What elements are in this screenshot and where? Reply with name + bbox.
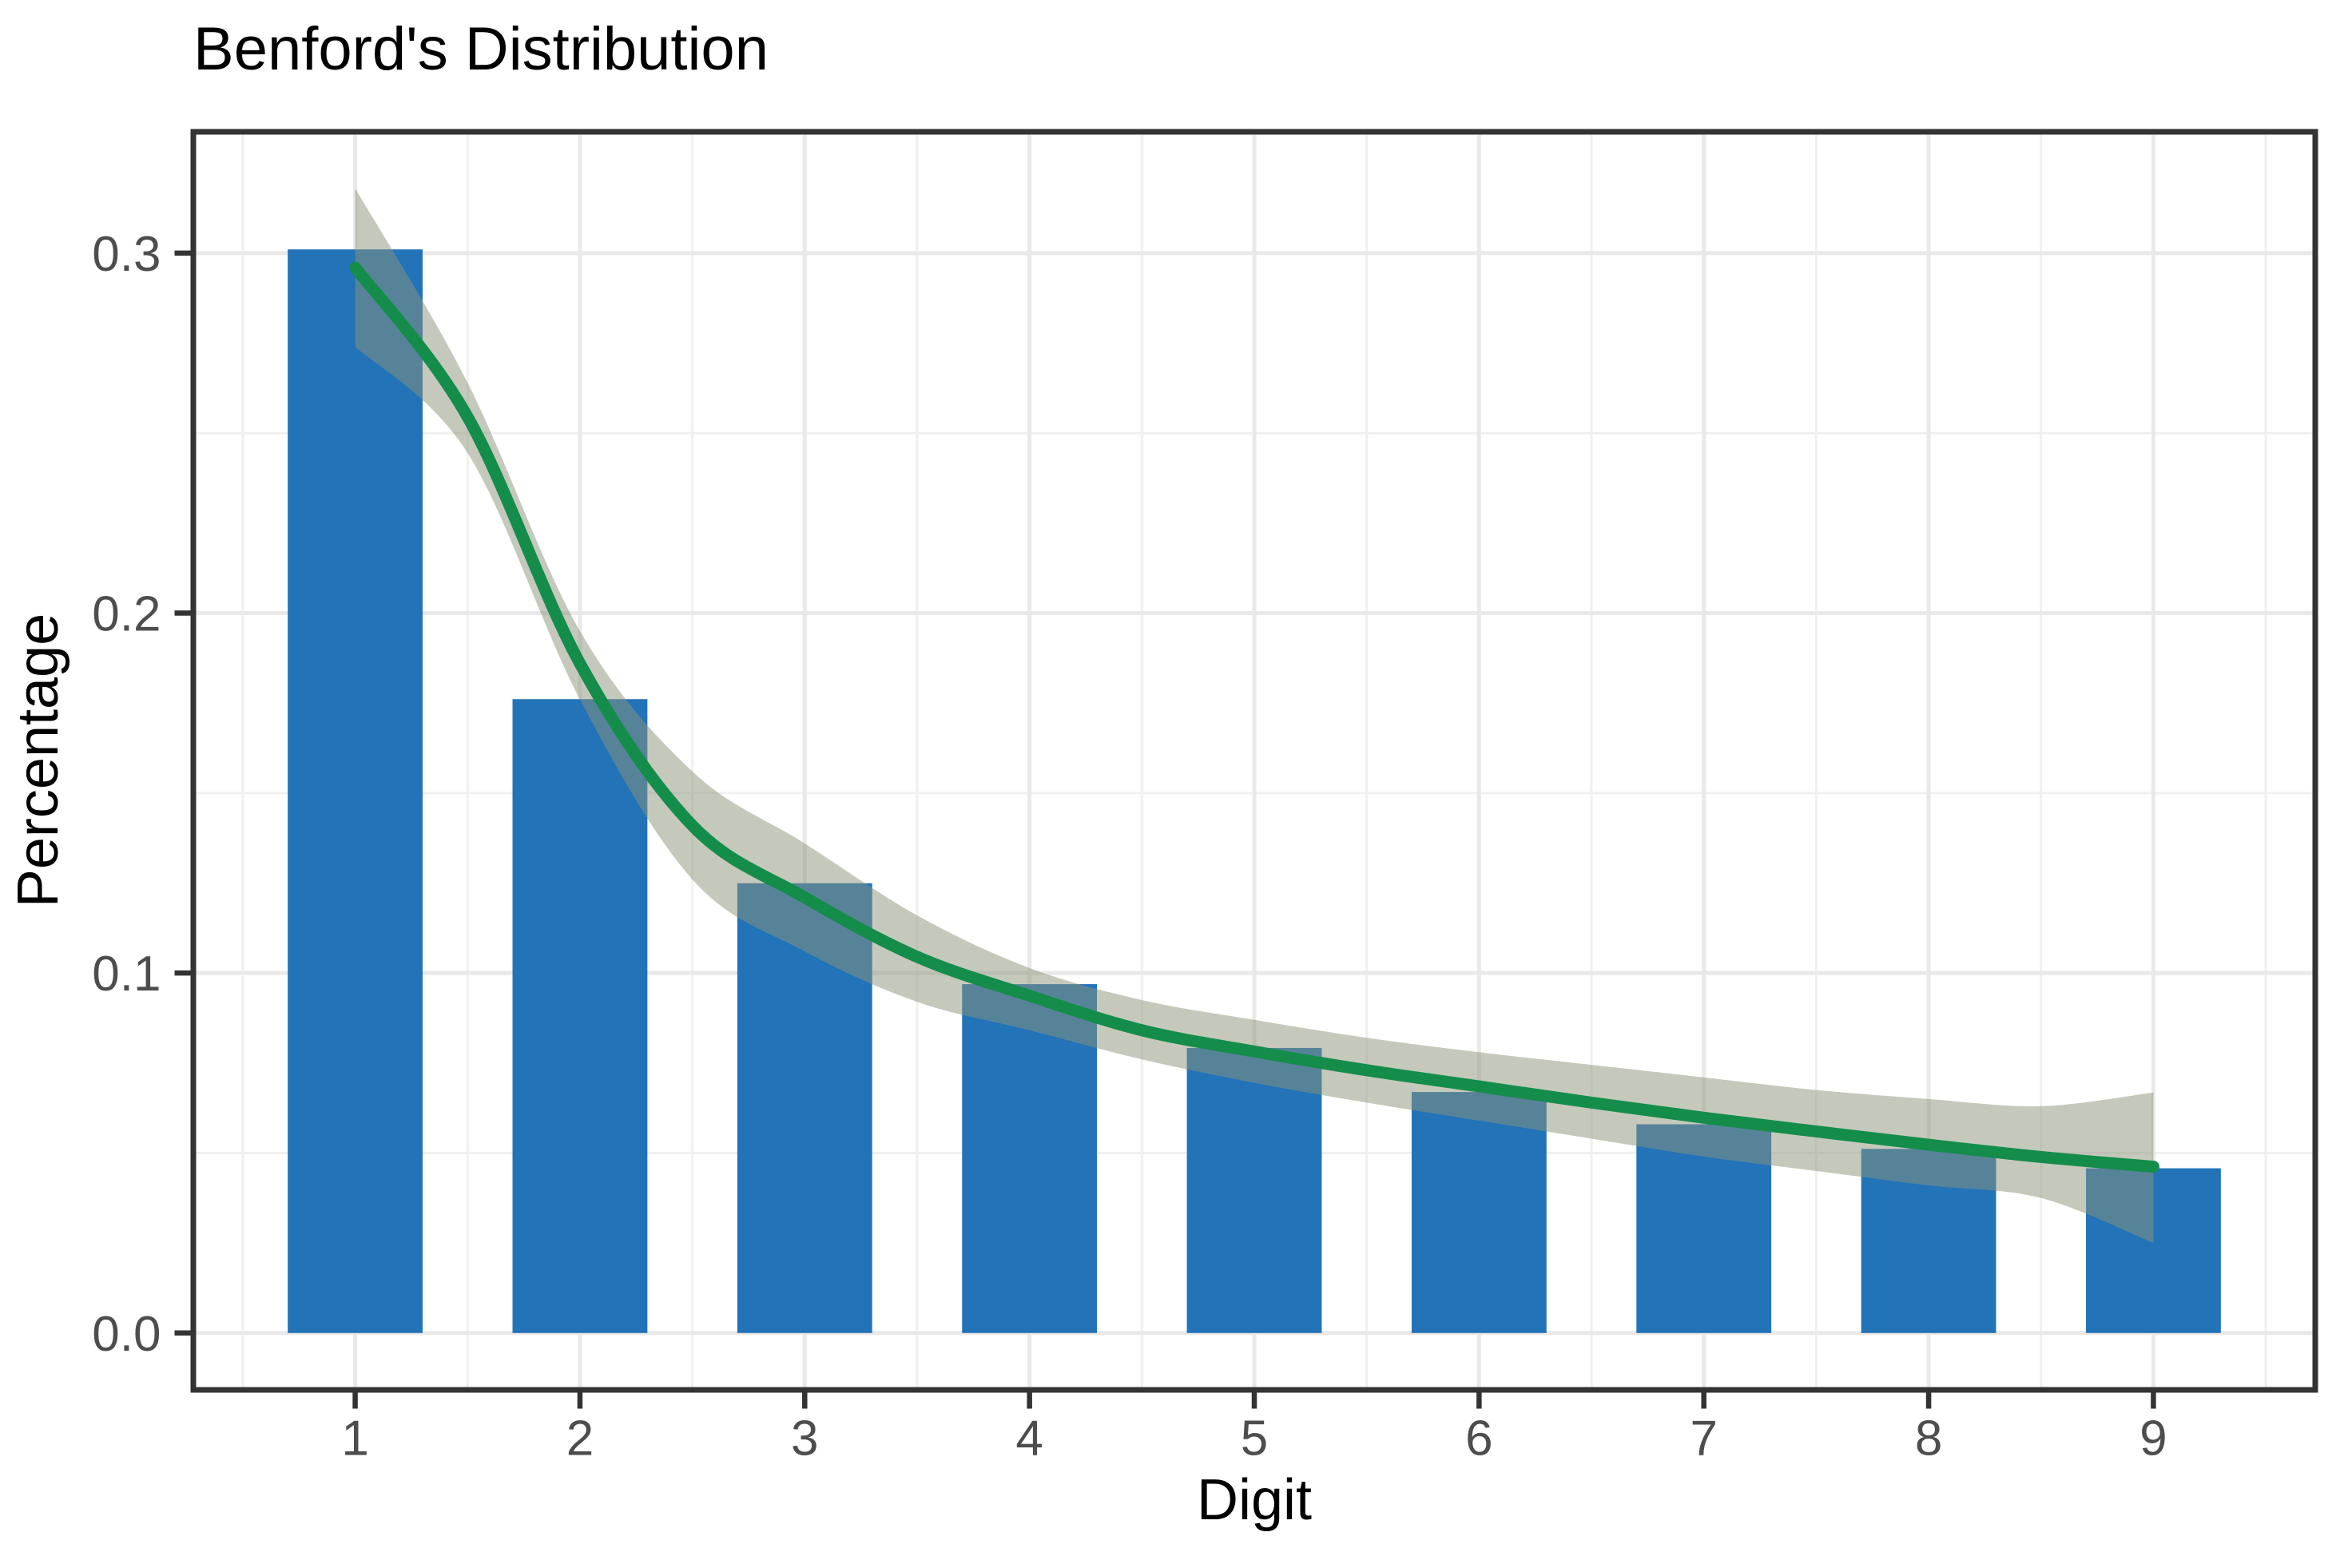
x-tick-label-3: 3 [791,1411,818,1467]
bar-digit-1 [288,249,423,1333]
x-axis-title: Digit [1196,1468,1313,1532]
bar-digit-4 [962,984,1098,1333]
bar-digit-5 [1186,1047,1322,1333]
chart-title: Benford's Distribution [193,15,769,83]
axis-tick-labels: 1 2 3 4 5 6 7 8 9 0.0 0.1 0.2 0.3 [92,227,2167,1467]
x-tick-label-5: 5 [1241,1411,1268,1467]
y-axis-title: Percentage [6,613,70,908]
x-tick-label-2: 2 [566,1411,594,1467]
x-tick-label-7: 7 [1690,1411,1717,1467]
panel-border [190,129,2318,1393]
y-tick-label-0.0: 0.0 [92,1307,161,1362]
bar-digit-6 [1411,1092,1547,1333]
confidence-band [355,188,2154,1244]
y-tick-label-0.3: 0.3 [92,227,161,282]
axis-ticks [174,250,2156,1409]
y-tick-label-0.1: 0.1 [92,947,161,1002]
x-tick-label-1: 1 [341,1411,368,1467]
y-tick-label-0.2: 0.2 [92,587,161,642]
x-tick-label-4: 4 [1015,1411,1043,1467]
loess-smooth-line [349,261,2159,1173]
bar-digit-2 [512,699,648,1333]
x-tick-label-8: 8 [1915,1411,1942,1467]
x-tick-label-6: 6 [1465,1411,1492,1467]
bar-series [288,249,2221,1333]
x-tick-label-9: 9 [2139,1411,2167,1467]
